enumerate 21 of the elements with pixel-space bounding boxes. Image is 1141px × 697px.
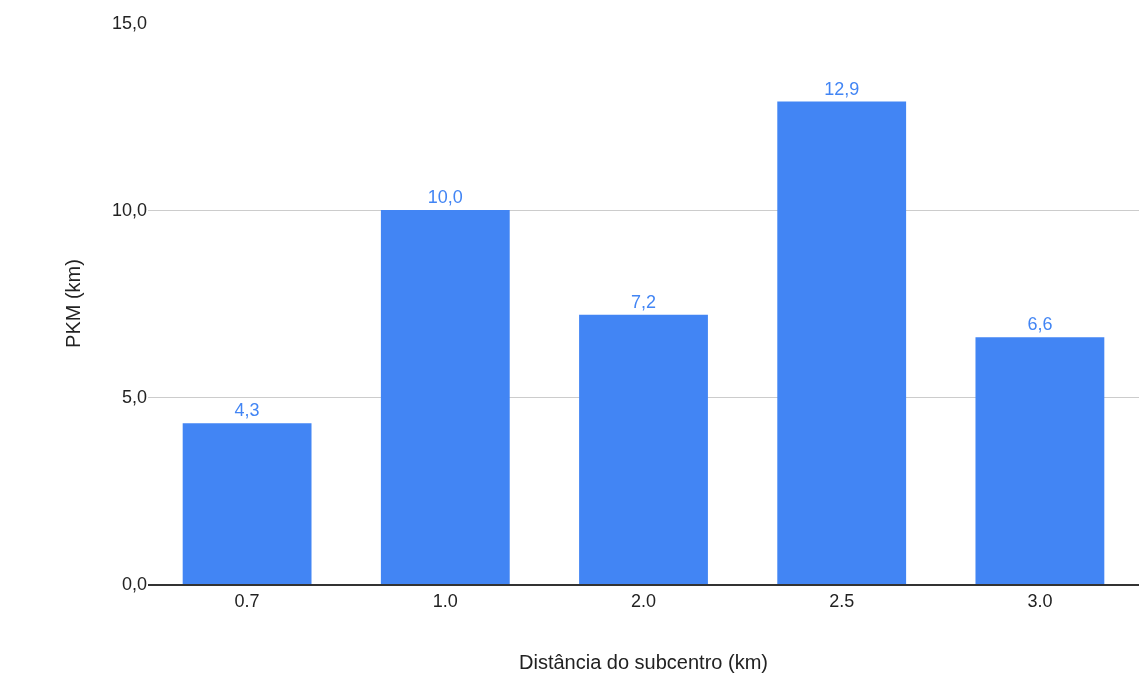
data-label: 7,2	[630, 291, 657, 312]
y-axis-title: PKM (km)	[62, 259, 85, 348]
x-tick-label: 2.0	[630, 591, 657, 612]
bar	[182, 423, 312, 584]
bar	[380, 210, 510, 584]
x-tick-label: 3.0	[1027, 591, 1053, 612]
data-label: 12,9	[824, 78, 860, 99]
data-label: 4,3	[234, 400, 260, 421]
bar	[777, 101, 907, 584]
y-tick-label: 15,0	[111, 13, 147, 34]
y-tick-label: 5,0	[121, 387, 147, 408]
data-label: 10,0	[427, 187, 463, 207]
x-tick-label: 1.0	[432, 591, 458, 612]
y-tick-label: 0,0	[121, 574, 147, 595]
bar	[975, 337, 1105, 584]
x-tick-label: 2.5	[829, 591, 855, 612]
data-label: 6,6	[1027, 314, 1053, 335]
x-axis-title: Distância do subcentro (km)	[519, 651, 768, 674]
bar	[579, 314, 708, 584]
y-tick-label: 10,0	[111, 200, 147, 221]
x-tick-label: 0.7	[234, 591, 260, 612]
